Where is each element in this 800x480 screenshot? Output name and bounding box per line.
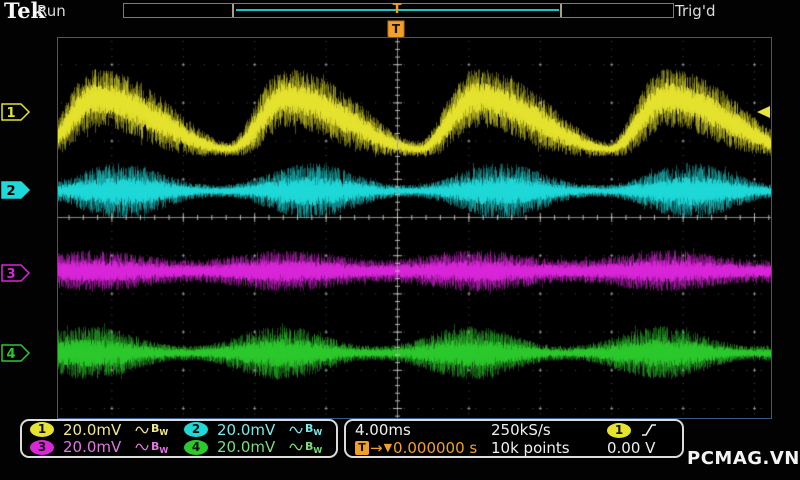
waveform-display (58, 38, 771, 418)
channel-1-marker[interactable]: 1 (1, 102, 31, 122)
trigger-source-badge[interactable]: 1 (607, 422, 631, 438)
bandwidth-limit-icon: BW (151, 422, 169, 438)
channel-1-scale: 20.0mV (63, 420, 122, 439)
record-length: 10k points (491, 438, 570, 457)
rising-edge-icon (642, 424, 656, 437)
trigger-flag-label: T (392, 22, 401, 36)
watermark: PCMAG.VN (687, 448, 800, 469)
svg-text:2: 2 (6, 184, 15, 199)
pointer-down-icon: ▼ (383, 441, 393, 455)
ac-coupling-icon (135, 443, 149, 451)
channel-3-badge: 3 (30, 439, 54, 455)
channel-2-readout[interactable]: 2 20.0mV BW (176, 421, 330, 439)
acquisition-status: Run (37, 2, 66, 20)
channel-4-badge: 4 (184, 439, 208, 455)
record-window-bracket-left[interactable] (232, 4, 234, 17)
ac-coupling-icon (289, 443, 303, 451)
channel-2-badge: 2 (184, 422, 208, 438)
ac-coupling-icon (135, 426, 149, 434)
svg-text:1: 1 (6, 106, 15, 121)
channel-1-badge: 1 (30, 422, 54, 438)
channel-3-marker[interactable]: 3 (1, 263, 31, 283)
ac-coupling-icon (289, 426, 303, 434)
trigger-position-readout[interactable]: T → ▼ 0.000000 s (355, 439, 491, 457)
record-trigger-position-marker[interactable]: T (392, 2, 402, 17)
svg-text:4: 4 (6, 347, 15, 362)
time-scale[interactable]: 4.00ms (355, 421, 411, 440)
channel-2-scale: 20.0mV (217, 420, 276, 439)
trigger-level-value[interactable]: 0.00 V (607, 438, 656, 457)
channel-2-marker[interactable]: 2 (1, 180, 31, 200)
trigger-status: Trig'd (675, 2, 716, 20)
channel-4-scale: 20.0mV (217, 438, 276, 457)
horizontal-trigger-readout-box: 4.00ms 250kS/s 1 T → ▼ 0.000000 s 10k po… (344, 419, 684, 458)
channel-4-readout[interactable]: 4 20.0mV BW (176, 438, 330, 456)
trigger-t-icon: T (355, 440, 369, 455)
channel-4-marker[interactable]: 4 (1, 343, 31, 363)
record-view-bar: T (123, 2, 674, 18)
record-window-bracket-right[interactable] (560, 4, 562, 17)
trigger-position-value: 0.000000 s (393, 438, 478, 457)
channel-3-readout[interactable]: 3 20.0mV BW (22, 438, 176, 456)
channel-readout-box: 1 20.0mV BW 2 20.0mV BW (20, 419, 338, 458)
tek-logo: Tek (4, 0, 46, 23)
arrow-right-icon: → (370, 438, 383, 457)
bandwidth-limit-icon: BW (151, 439, 169, 455)
sample-rate: 250kS/s (491, 421, 551, 440)
svg-text:3: 3 (6, 267, 15, 282)
bandwidth-limit-icon: BW (305, 439, 323, 455)
graticule-area (57, 37, 772, 419)
record-waveform-line (236, 9, 559, 11)
trigger-level-arrow[interactable] (756, 105, 771, 119)
channel-1-readout[interactable]: 1 20.0mV BW (22, 421, 176, 439)
bandwidth-limit-icon: BW (305, 422, 323, 438)
channel-3-scale: 20.0mV (63, 438, 122, 457)
